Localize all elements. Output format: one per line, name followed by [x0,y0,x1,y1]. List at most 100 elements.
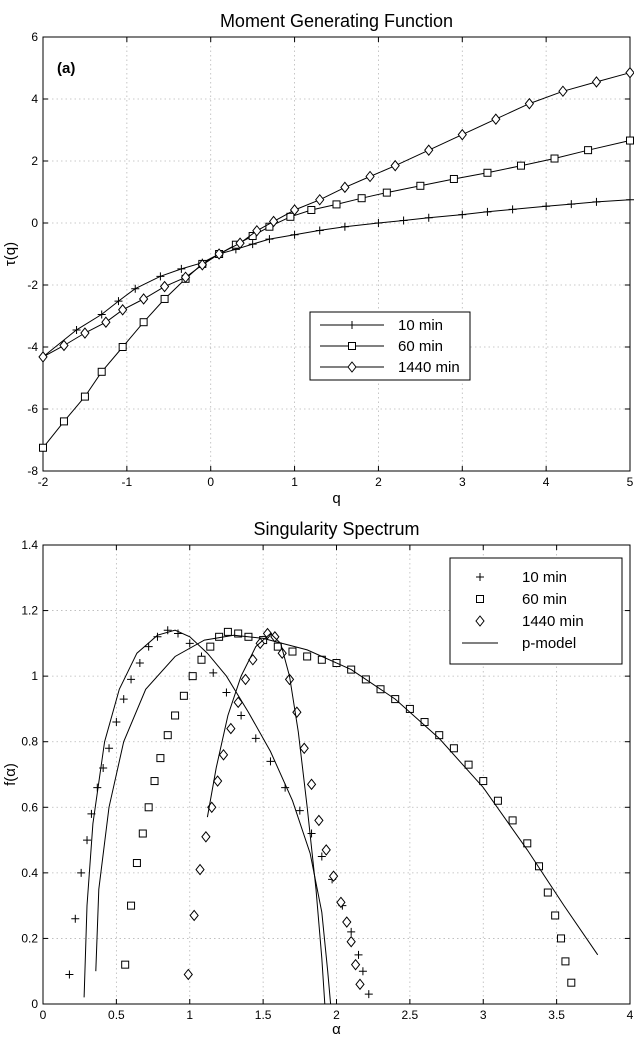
legend-marker [347,361,357,373]
legend-marker [348,342,356,350]
legend-label: 60 min [398,338,443,355]
data-point [307,205,316,214]
data-point [483,207,492,216]
data-point [299,742,309,755]
data-point [163,731,172,740]
p-model-curve [83,629,332,1005]
data-point [112,718,121,727]
y-tick-label: -8 [27,464,38,478]
plot-frame [42,36,631,472]
data-point [358,967,367,976]
data-point [119,695,128,704]
legend-marker [475,615,485,627]
data-point [295,806,304,815]
x-tick-label: -2 [38,475,49,489]
y-tick-label: 2 [31,154,38,168]
data-point [416,181,425,190]
x-tick-label: 2 [333,1008,340,1022]
data-point [592,197,601,206]
data-point [197,655,206,664]
data-point [65,970,74,979]
x-tick-label: 1 [291,475,298,489]
data-point [139,318,148,327]
data-point [340,181,350,194]
data-point [156,272,165,281]
data-point [237,711,246,720]
data-point [435,731,444,740]
data-point [464,760,473,769]
data-point [390,159,400,172]
data-point [524,97,535,110]
chart-panel-2: Singularity Spectrum 0 0.5 1 1.5 2 2.5 3 3.5 4 0 0.… [2,519,634,1038]
p-model-curve [95,634,599,972]
data-point [292,706,302,719]
x-tick-label: 1.5 [255,1008,272,1022]
data-point [240,673,251,686]
data-point [626,195,634,204]
x-tick-label: 0 [207,475,214,489]
data-point [218,749,229,761]
data-point [118,343,127,351]
data-point [174,629,183,638]
data-point [365,170,375,183]
x-axis-label: q [332,490,340,507]
y-tick-label: -4 [27,340,38,354]
data-point [127,901,136,910]
data-point [535,862,544,871]
y-tick-label: 0 [31,216,38,230]
x-tick-label: 2.5 [402,1008,419,1022]
legend-label: 10 min [398,317,443,334]
data-point [374,219,383,227]
data-point [328,870,339,882]
x-tick-label: 3 [459,475,466,489]
y-tick-label: -6 [27,402,38,416]
data-point [138,293,149,305]
x-tick-label: 4 [543,475,550,489]
x-axis-label: α [332,1021,341,1038]
series-1440-min [38,66,634,363]
y-axis-label: τ(q) [2,242,19,266]
data-point [262,627,273,640]
x-tick-label: 4 [627,1008,634,1022]
data-point [493,796,502,805]
y-tick-label: 0.8 [21,735,38,749]
data-point [201,830,211,843]
series-1440-min [183,627,365,991]
data-point [303,652,312,661]
data-point [543,888,552,897]
data-point [71,914,80,923]
data-point [105,744,114,753]
x-tick-label: -1 [122,475,133,489]
data-point [222,688,231,697]
y-tick-label: 4 [31,92,38,106]
series-10-min [39,195,634,361]
data-point [223,627,232,636]
data-point [212,775,223,787]
data-point [321,844,331,856]
data-point [382,188,391,197]
x-tick-label: 2 [375,475,382,489]
data-point [315,193,325,206]
data-point [101,316,111,329]
data-point [144,642,153,651]
data-point [226,722,236,735]
data-point [251,734,260,743]
legend-marker [476,573,484,581]
data-point [97,310,106,319]
x-tick-label: 0 [40,1008,47,1022]
data-point [132,859,141,868]
data-point [523,839,532,848]
data-point [188,672,197,681]
data-point [252,224,262,237]
data-point [185,639,194,648]
chart-title: Moment Generating Function [220,11,453,31]
data-point [458,210,467,219]
panel-label: (a) [57,60,75,77]
y-tick-label: 1 [31,669,38,683]
data-point [114,297,123,306]
data-point [479,777,488,786]
data-point [346,935,356,948]
data-point [336,896,346,909]
data-point [266,757,275,766]
data-point [315,226,324,235]
